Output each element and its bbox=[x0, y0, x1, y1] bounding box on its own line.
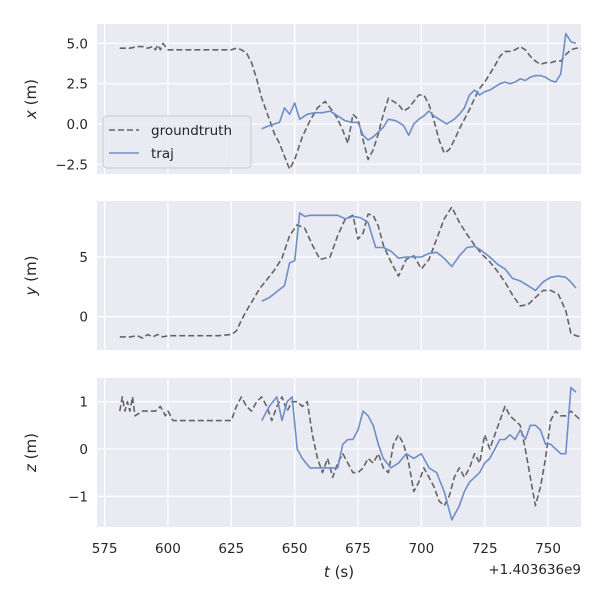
x-tick-label: 625 bbox=[218, 541, 244, 557]
plot-area-z bbox=[97, 378, 581, 527]
series-line-groundtruth-z bbox=[119, 396, 581, 507]
y-tick-label: 1 bbox=[79, 395, 88, 411]
x-tick-label: 575 bbox=[92, 541, 118, 557]
panel-y: 0 5 y (m) bbox=[22, 201, 581, 350]
panels: −2.5 0.0 2.5 5.0 x (m) 0 5 y (m) −1 0 1 z (m) bbox=[22, 24, 581, 527]
x-tick-label: 650 bbox=[282, 541, 308, 557]
y-tick-label: −2.5 bbox=[55, 157, 88, 173]
y-tick-label: 0 bbox=[79, 310, 88, 326]
y-tick-label: 0.0 bbox=[67, 117, 88, 133]
x-tick-label: 675 bbox=[345, 541, 371, 557]
y-axis-label-x: x (m) bbox=[22, 79, 40, 120]
y-tick-label: −1 bbox=[68, 489, 88, 505]
series-line-traj-y bbox=[261, 212, 577, 302]
legend-label-groundtruth: groundtruth bbox=[151, 123, 232, 139]
y-axis-label-y: y (m) bbox=[22, 256, 40, 297]
legend: groundtruth traj bbox=[102, 115, 252, 169]
legend-box bbox=[102, 115, 252, 169]
x-tick-label: 725 bbox=[472, 541, 498, 557]
series-line-groundtruth-x bbox=[119, 42, 581, 170]
x-tick-label: 750 bbox=[535, 541, 561, 557]
y-tick-label: 5 bbox=[79, 250, 88, 266]
x-axis: 575 600 625 650 675 700 725 750 t (s) +1.403636e9 bbox=[92, 541, 581, 581]
plot-area-y bbox=[97, 201, 581, 350]
series-line-traj-z bbox=[260, 386, 577, 521]
legend-label-traj: traj bbox=[151, 146, 174, 162]
y-tick-label: 2.5 bbox=[67, 77, 88, 93]
series-line-groundtruth-y bbox=[119, 206, 581, 339]
x-tick-label: 600 bbox=[155, 541, 181, 557]
x-axis-label: t (s) bbox=[324, 563, 354, 581]
x-offset-text: +1.403636e9 bbox=[488, 562, 581, 578]
y-axis-label-z: z (m) bbox=[22, 433, 40, 473]
series-line-traj-x bbox=[261, 32, 577, 141]
panel-z: −1 0 1 z (m) bbox=[22, 378, 581, 527]
y-tick-label: 0 bbox=[79, 442, 88, 458]
x-tick-label: 700 bbox=[408, 541, 434, 557]
y-tick-label: 5.0 bbox=[67, 36, 88, 52]
